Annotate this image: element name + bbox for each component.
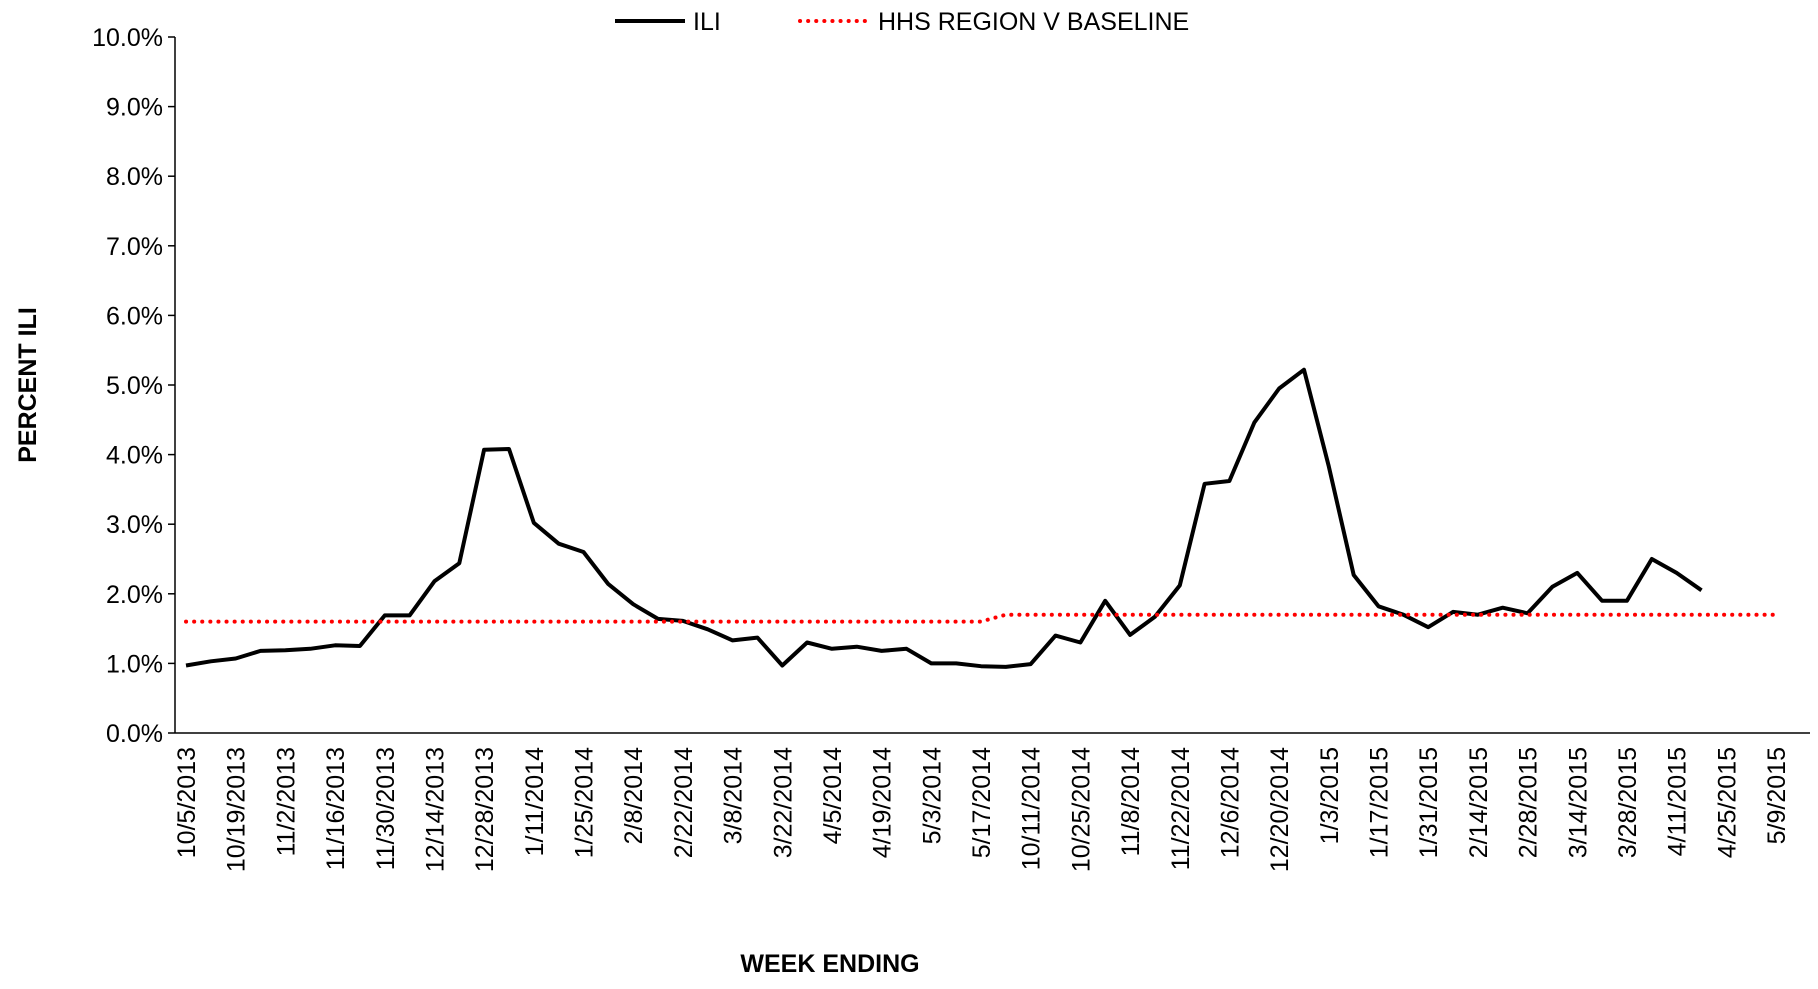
y-tick-label: 1.0% — [106, 650, 163, 678]
x-tick-label: 5/9/2015 — [1763, 747, 1791, 844]
y-tick-label: 2.0% — [106, 581, 163, 609]
x-tick-label: 12/14/2013 — [421, 747, 449, 872]
x-tick-label: 2/28/2015 — [1515, 747, 1543, 858]
x-tick-label: 3/22/2014 — [769, 747, 797, 858]
y-tick-label: 10.0% — [92, 24, 163, 52]
x-tick-label: 12/6/2014 — [1216, 747, 1244, 858]
x-tick-label: 11/30/2013 — [372, 747, 400, 870]
x-tick-label: 1/25/2014 — [571, 747, 599, 858]
x-tick-label: 1/11/2014 — [521, 747, 549, 856]
legend-label: ILI — [693, 8, 721, 36]
y-tick-label: 8.0% — [106, 163, 163, 191]
x-tick-label: 4/11/2015 — [1664, 747, 1692, 856]
series-line — [184, 612, 1778, 624]
y-tick-label: 0.0% — [106, 720, 163, 748]
x-tick-label: 2/14/2015 — [1465, 747, 1493, 858]
x-tick-label: 2/22/2014 — [670, 747, 698, 858]
x-tick-label: 2/8/2014 — [620, 747, 648, 844]
x-tick-label: 3/8/2014 — [720, 747, 748, 844]
x-tick-label: 3/28/2015 — [1614, 747, 1642, 858]
x-tick-label: 1/3/2015 — [1316, 747, 1344, 844]
x-tick-label: 11/8/2014 — [1117, 747, 1145, 856]
x-tick-label: 12/20/2014 — [1266, 747, 1294, 872]
x-tick-label: 4/5/2014 — [819, 747, 847, 844]
x-tick-label: 11/22/2014 — [1167, 747, 1195, 870]
x-tick-label: 12/28/2013 — [471, 747, 499, 872]
x-axis-title: WEEK ENDING — [740, 950, 919, 978]
x-tick-label: 3/14/2015 — [1564, 747, 1592, 858]
x-tick-label: 5/3/2014 — [918, 747, 946, 844]
y-tick-label: 3.0% — [106, 511, 163, 539]
x-tick-label: 1/17/2015 — [1366, 747, 1394, 858]
x-tick-label: 4/19/2014 — [869, 747, 897, 858]
y-tick-label: 7.0% — [106, 233, 163, 261]
y-axis-title: PERCENT ILI — [14, 307, 42, 463]
x-tick-label: 11/2/2013 — [272, 747, 300, 856]
x-tick-label: 10/11/2014 — [1018, 747, 1046, 870]
y-tick-label: 6.0% — [106, 302, 163, 330]
x-tick-label: 4/25/2015 — [1713, 747, 1741, 858]
x-tick-label: 5/17/2014 — [968, 747, 996, 858]
x-tick-label: 1/31/2015 — [1415, 747, 1443, 858]
x-tick-label: 10/25/2014 — [1067, 747, 1095, 872]
y-tick-label: 4.0% — [106, 442, 163, 470]
x-tick-label: 10/19/2013 — [223, 747, 251, 872]
x-tick-label: 11/16/2013 — [322, 747, 350, 870]
y-tick-label: 9.0% — [106, 94, 163, 122]
y-tick-label: 5.0% — [106, 372, 163, 400]
legend-label: HHS REGION V BASELINE — [878, 8, 1189, 36]
x-tick-label: 10/5/2013 — [173, 747, 201, 858]
